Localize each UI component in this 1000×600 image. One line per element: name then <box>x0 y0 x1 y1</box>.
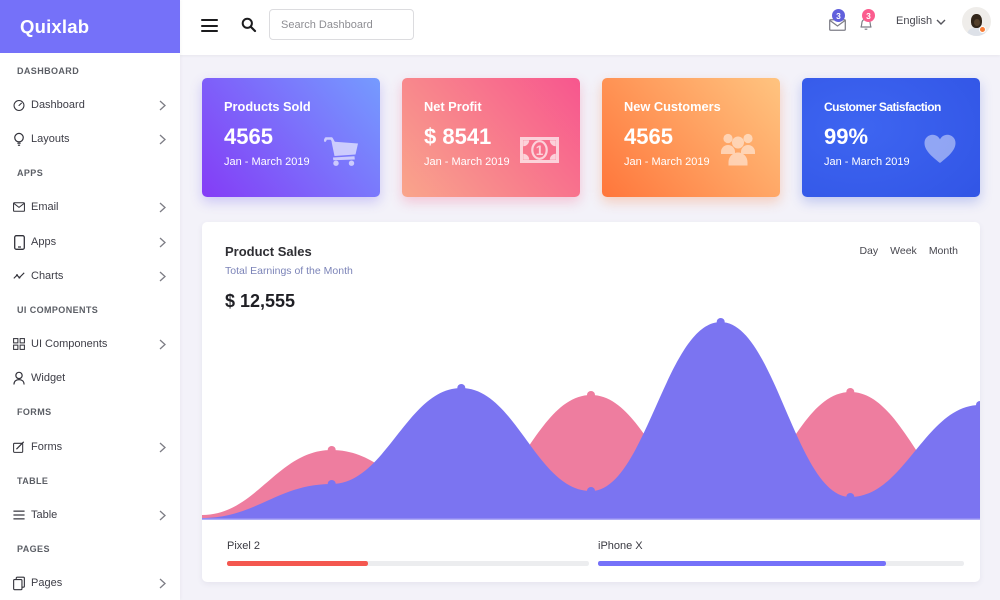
svg-text:1: 1 <box>536 143 544 158</box>
